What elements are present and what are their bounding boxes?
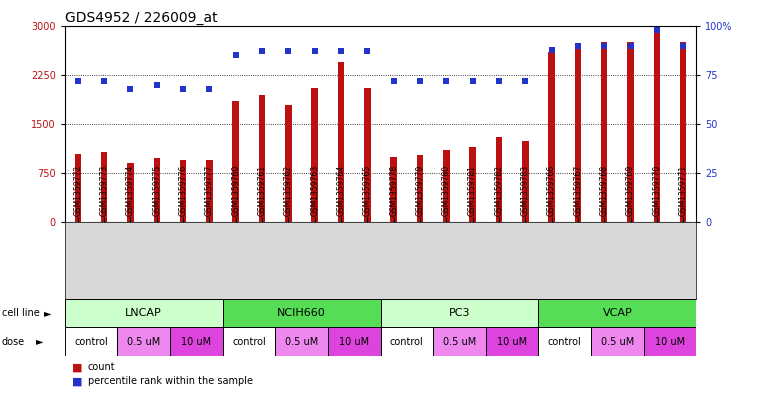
Bar [539, 299, 696, 327]
Point [256, 48, 268, 55]
Bar [654, 29, 660, 222]
Point [361, 48, 374, 55]
Point [677, 42, 689, 49]
Point [151, 82, 163, 88]
Bar [575, 46, 581, 222]
Point [98, 78, 110, 84]
Bar [154, 158, 160, 222]
Text: control: control [548, 336, 581, 347]
Bar [470, 147, 476, 222]
Text: ►: ► [36, 336, 43, 347]
Point [414, 78, 426, 84]
Point [466, 78, 479, 84]
Text: NCIH660: NCIH660 [277, 308, 326, 318]
Text: LNCAP: LNCAP [126, 308, 162, 318]
Point [177, 86, 189, 92]
Point [546, 46, 558, 53]
Text: count: count [88, 362, 115, 373]
Bar [180, 160, 186, 222]
Text: 0.5 uM: 0.5 uM [600, 336, 634, 347]
Bar [101, 152, 107, 222]
Point [203, 86, 215, 92]
Bar [328, 327, 380, 356]
Bar [495, 137, 502, 222]
Text: 0.5 uM: 0.5 uM [127, 336, 161, 347]
Bar [259, 95, 266, 222]
Text: percentile rank within the sample: percentile rank within the sample [88, 376, 253, 386]
Text: GDS4952 / 226009_at: GDS4952 / 226009_at [65, 11, 218, 25]
Bar [644, 327, 696, 356]
Bar [285, 105, 291, 222]
Point [572, 42, 584, 49]
Bar [627, 42, 634, 222]
Text: VCAP: VCAP [603, 308, 632, 318]
Bar [486, 327, 539, 356]
Bar [65, 327, 117, 356]
Point [387, 78, 400, 84]
Bar [311, 88, 318, 222]
Point [335, 48, 347, 55]
Text: 10 uM: 10 uM [181, 336, 212, 347]
Bar [117, 327, 170, 356]
Text: ■: ■ [72, 376, 83, 386]
Bar [417, 155, 423, 222]
Bar [522, 141, 529, 222]
Bar [75, 154, 81, 222]
Bar [601, 42, 607, 222]
Point [282, 48, 295, 55]
Bar [390, 157, 397, 222]
Text: 10 uM: 10 uM [655, 336, 685, 347]
Bar [443, 151, 450, 222]
Text: dose: dose [2, 336, 24, 347]
Bar [65, 299, 223, 327]
Bar [591, 327, 644, 356]
Bar [223, 299, 380, 327]
Bar [170, 327, 223, 356]
Point [230, 52, 242, 59]
Text: control: control [390, 336, 424, 347]
Bar [338, 62, 344, 222]
Bar [232, 101, 239, 222]
Point [493, 78, 505, 84]
Bar [380, 299, 539, 327]
Bar [548, 52, 555, 222]
Text: control: control [232, 336, 266, 347]
Point [309, 48, 321, 55]
Text: PC3: PC3 [449, 308, 470, 318]
Text: cell line: cell line [2, 308, 40, 318]
Bar [433, 327, 486, 356]
Point [124, 86, 136, 92]
Bar [127, 163, 134, 222]
Text: control: control [74, 336, 108, 347]
Bar [275, 327, 328, 356]
Bar [539, 327, 591, 356]
Point [72, 78, 84, 84]
Point [625, 42, 637, 49]
Text: 0.5 uM: 0.5 uM [443, 336, 476, 347]
Text: 0.5 uM: 0.5 uM [285, 336, 318, 347]
Bar [206, 160, 213, 222]
Bar [680, 42, 686, 222]
Bar [364, 88, 371, 222]
Text: ►: ► [44, 308, 52, 318]
Text: ■: ■ [72, 362, 83, 373]
Point [440, 78, 452, 84]
Point [598, 42, 610, 49]
Bar [380, 327, 433, 356]
Bar [223, 327, 275, 356]
Text: 10 uM: 10 uM [497, 336, 527, 347]
Point [651, 27, 663, 33]
Text: 10 uM: 10 uM [339, 336, 369, 347]
Point [519, 78, 531, 84]
